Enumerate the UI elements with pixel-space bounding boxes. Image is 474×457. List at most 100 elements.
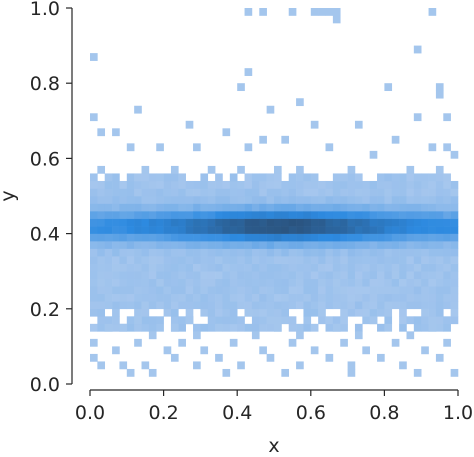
heatmap-cell: [185, 286, 194, 295]
heatmap-cell: [215, 218, 223, 227]
heatmap-cell: [104, 256, 113, 264]
heatmap-cell: [134, 211, 142, 219]
heatmap-cell: [332, 271, 341, 280]
x-tick-label: 0.6: [296, 402, 326, 424]
heatmap-cell: [119, 218, 128, 227]
heatmap-cell: [207, 263, 216, 272]
heatmap-cells: [90, 8, 459, 377]
heatmap-cell: [310, 278, 319, 287]
sparse-cell: [259, 8, 267, 16]
heatmap-cell: [178, 263, 186, 272]
heatmap-cell: [200, 248, 209, 257]
heatmap-cell: [141, 233, 150, 242]
heatmap-cell: [413, 323, 422, 332]
y-tick-label: 0.4: [30, 224, 60, 246]
heatmap-cell: [450, 188, 459, 197]
heatmap-cell: [119, 278, 128, 287]
heatmap-cell: [399, 173, 407, 182]
heatmap-cell: [399, 188, 407, 197]
heatmap-cell: [281, 226, 290, 234]
heatmap-cell: [178, 211, 186, 219]
heatmap-cell: [90, 293, 98, 302]
heatmap-cell: [318, 211, 326, 219]
sparse-cell: [141, 165, 150, 174]
heatmap-cell: [347, 271, 356, 280]
heatmap-cell: [104, 173, 113, 182]
heatmap-cell: [354, 293, 363, 302]
heatmap-cell: [141, 316, 150, 325]
heatmap-cell: [354, 241, 363, 249]
sparse-cell: [435, 353, 444, 362]
heatmap-cell: [310, 218, 319, 227]
heatmap-cell: [288, 248, 297, 257]
heatmap-cell: [97, 286, 106, 295]
heatmap-cell: [362, 263, 370, 272]
heatmap-cell: [347, 226, 356, 234]
heatmap-cell: [450, 180, 459, 189]
heatmap-cell: [266, 226, 275, 234]
heatmap-cell: [215, 188, 223, 197]
heatmap-cell: [148, 323, 157, 332]
heatmap-cell: [215, 203, 223, 212]
heatmap-cell: [170, 286, 179, 295]
sparse-cell: [97, 361, 106, 370]
heatmap-cell: [200, 263, 209, 272]
sparse-cell: [229, 338, 238, 347]
heatmap-cell: [148, 271, 157, 280]
heatmap-cell: [428, 293, 437, 302]
heatmap-cell: [244, 256, 253, 264]
heatmap-cell: [384, 286, 393, 295]
heatmap-cell: [340, 203, 348, 212]
heatmap-cell: [90, 271, 98, 280]
heatmap-cell: [354, 256, 363, 264]
heatmap-cell: [156, 211, 164, 219]
heatmap-cell: [332, 188, 341, 197]
sparse-cell: [340, 338, 348, 347]
heatmap-cell: [296, 203, 304, 212]
sparse-cell: [399, 361, 407, 370]
heatmap-cell: [347, 211, 356, 219]
heatmap-cell: [450, 263, 459, 272]
heatmap-cell: [90, 196, 98, 204]
heatmap-cell: [112, 218, 120, 227]
heatmap-cell: [207, 203, 216, 212]
heatmap-cell: [435, 180, 444, 189]
heatmap-cell: [399, 301, 407, 310]
sparse-cell: [391, 338, 400, 347]
heatmap-cell: [428, 173, 437, 182]
heatmap-cell: [222, 301, 231, 310]
heatmap-cell: [193, 286, 201, 295]
heatmap-cell: [251, 308, 260, 317]
heatmap-cell: [310, 173, 319, 182]
sparse-cell: [354, 331, 363, 340]
heatmap-cell: [377, 286, 385, 295]
heatmap-cell: [200, 226, 209, 234]
heatmap-cell: [97, 188, 106, 197]
sparse-cell: [163, 346, 172, 355]
heatmap-cell: [126, 188, 135, 197]
heatmap-cell: [229, 196, 238, 204]
heatmap-cell: [185, 241, 194, 249]
heatmap-cell: [90, 286, 98, 295]
heatmap-cell: [193, 263, 201, 272]
heatmap-cell: [450, 271, 459, 280]
heatmap-cell: [435, 211, 444, 219]
heatmap-cell: [325, 241, 334, 249]
heatmap-cell: [384, 271, 393, 280]
heatmap-cell: [237, 211, 245, 219]
heatmap-cell: [288, 271, 297, 280]
heatmap-cell: [303, 301, 312, 310]
heatmap-cell: [97, 308, 106, 317]
heatmap-cell: [435, 316, 444, 325]
heatmap-cell: [251, 226, 260, 234]
heatmap-cell: [443, 323, 451, 332]
heatmap-cell: [318, 196, 326, 204]
heatmap-cell: [126, 301, 135, 310]
heatmap-cell: [377, 323, 385, 332]
sparse-cell: [222, 368, 231, 377]
heatmap-cell: [90, 218, 98, 227]
heatmap-cell: [141, 180, 150, 189]
sparse-cell: [193, 361, 201, 370]
heatmap-cell: [310, 271, 319, 280]
heatmap-cell: [193, 233, 201, 242]
